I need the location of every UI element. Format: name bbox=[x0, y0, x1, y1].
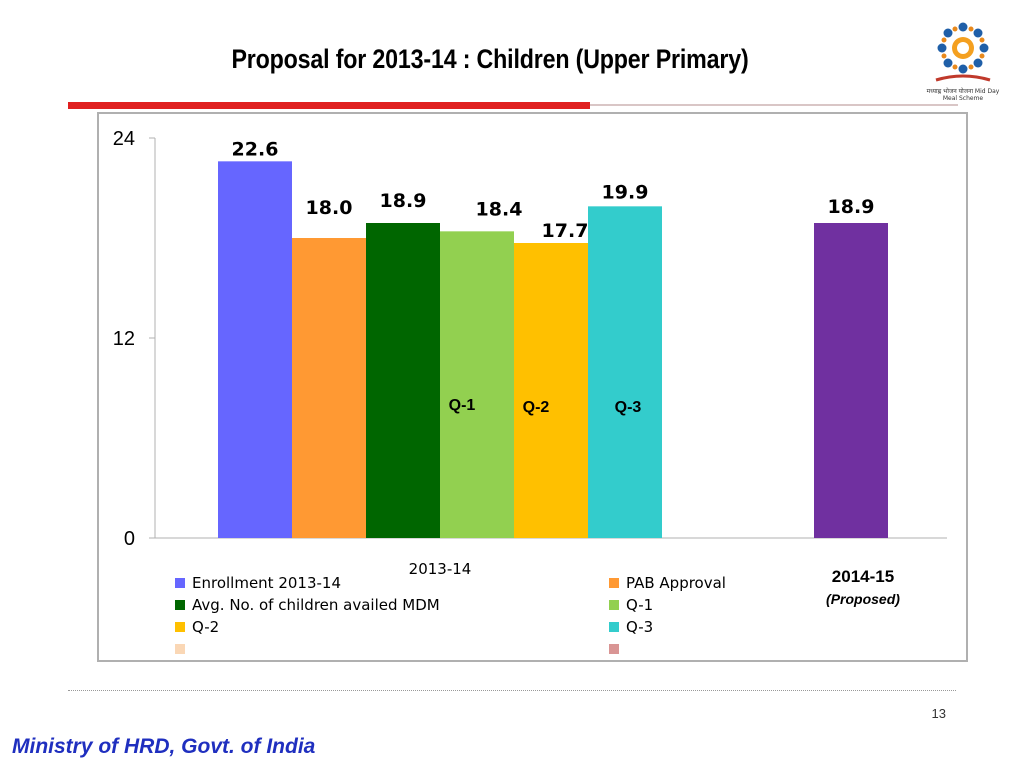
bar-annotation: Q-2 bbox=[523, 399, 550, 416]
legend-swatch bbox=[175, 600, 185, 610]
bar bbox=[218, 161, 292, 539]
legend-swatch bbox=[175, 622, 185, 632]
data-label: 22.6 bbox=[232, 138, 279, 160]
legend-label: Q-3 bbox=[626, 618, 653, 636]
title-rule-thin bbox=[590, 104, 958, 106]
legend-swatch bbox=[609, 644, 619, 654]
mid-day-meal-logo bbox=[928, 16, 998, 104]
bar bbox=[440, 231, 514, 538]
chart-frame: No. of children (in lakh)0122422.618.018… bbox=[97, 112, 968, 662]
bar bbox=[292, 238, 366, 538]
y-tick-label: 24 bbox=[113, 128, 135, 150]
page-number: 13 bbox=[931, 706, 946, 721]
legend-label: PAB Approval bbox=[626, 574, 726, 592]
legend-label: Q-1 bbox=[626, 596, 653, 614]
data-label: 18.9 bbox=[828, 196, 875, 218]
legend-swatch bbox=[609, 622, 619, 632]
data-label: 19.9 bbox=[602, 181, 649, 203]
data-label: 18.9 bbox=[380, 190, 427, 212]
footer-divider bbox=[68, 690, 956, 691]
x-category-label: 2013-14 bbox=[409, 560, 472, 578]
title-rule bbox=[68, 102, 590, 109]
bar bbox=[814, 223, 888, 538]
legend-swatch bbox=[609, 578, 619, 588]
bar-annotation: Q-3 bbox=[615, 399, 642, 416]
data-label: 17.7 bbox=[542, 220, 589, 242]
data-label: 18.0 bbox=[306, 197, 353, 219]
data-label: 18.4 bbox=[476, 198, 523, 220]
legend-label: Avg. No. of children availed MDM bbox=[192, 596, 440, 614]
x-category-sublabel: (Proposed) bbox=[826, 591, 900, 607]
slide-title: Proposal for 2013-14 : Children (Upper P… bbox=[231, 44, 749, 74]
bar bbox=[588, 206, 662, 538]
legend-swatch bbox=[609, 600, 619, 610]
legend-swatch bbox=[175, 578, 185, 588]
footer-text: Ministry of HRD, Govt. of India bbox=[12, 735, 316, 758]
bar-annotation: Q-1 bbox=[449, 397, 476, 414]
legend-label: Enrollment 2013-14 bbox=[192, 574, 341, 592]
y-tick-label: 0 bbox=[124, 528, 135, 550]
y-tick-label: 12 bbox=[113, 328, 135, 350]
x-category-label: 2014-15 bbox=[832, 567, 894, 586]
bar bbox=[514, 243, 588, 538]
logo-caption: मध्याह्न भोजन योजना Mid Day Meal Scheme bbox=[926, 88, 1000, 102]
bar-chart: No. of children (in lakh)0122422.618.018… bbox=[113, 128, 947, 654]
legend-swatch bbox=[175, 644, 185, 654]
bar bbox=[366, 223, 440, 538]
legend-label: Q-2 bbox=[192, 618, 219, 636]
